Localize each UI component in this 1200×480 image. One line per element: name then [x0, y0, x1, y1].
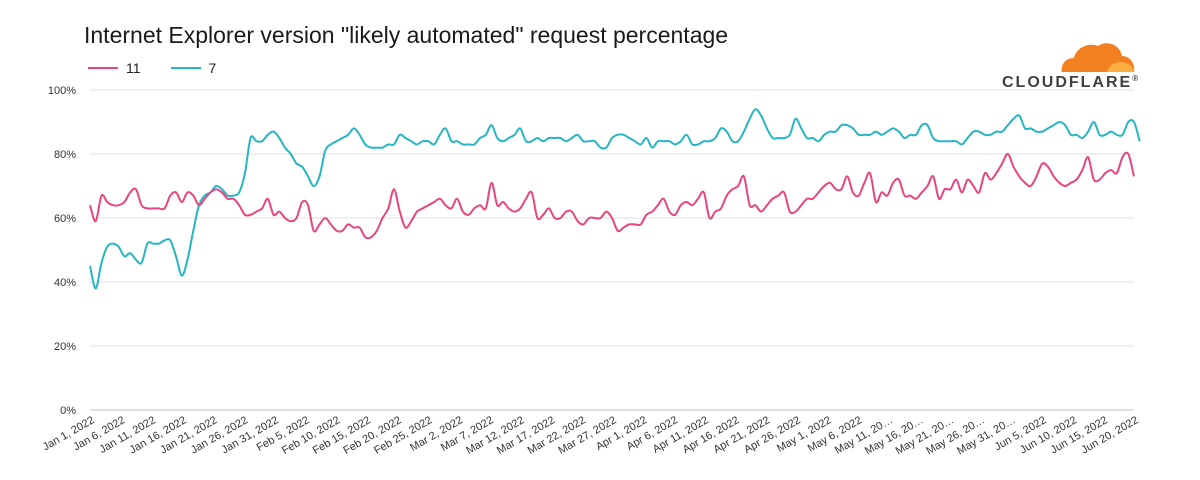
- series-line-11: [89, 151, 1135, 240]
- series-lines: [89, 108, 1141, 290]
- cloud-icon: [1060, 43, 1136, 75]
- legend-swatch-7: [170, 67, 201, 69]
- logo-text: CLOUDFLARE®: [1002, 74, 1141, 91]
- y-tick-label: 0%: [60, 405, 76, 417]
- legend-item-7[interactable]: 7: [170, 60, 217, 76]
- legend-label-11: 11: [126, 60, 141, 76]
- legend-swatch-11: [88, 67, 118, 69]
- cloudflare-logo: CLOUDFLARE®: [1002, 40, 1138, 92]
- y-axis-ticks: 0% 20% 40% 60% 80% 100%: [48, 85, 76, 417]
- y-tick-label: 100%: [48, 85, 76, 97]
- chart-legend: 11 7: [88, 60, 246, 76]
- y-tick-label: 80%: [54, 149, 76, 161]
- legend-label-7: 7: [208, 60, 217, 76]
- y-tick-label: 20%: [54, 341, 76, 353]
- chart-title: Internet Explorer version "likely automa…: [84, 22, 729, 48]
- y-tick-label: 40%: [54, 277, 76, 289]
- legend-item-11[interactable]: 11: [88, 60, 141, 76]
- series-line-7: [89, 108, 1141, 290]
- y-tick-label: 60%: [54, 213, 76, 225]
